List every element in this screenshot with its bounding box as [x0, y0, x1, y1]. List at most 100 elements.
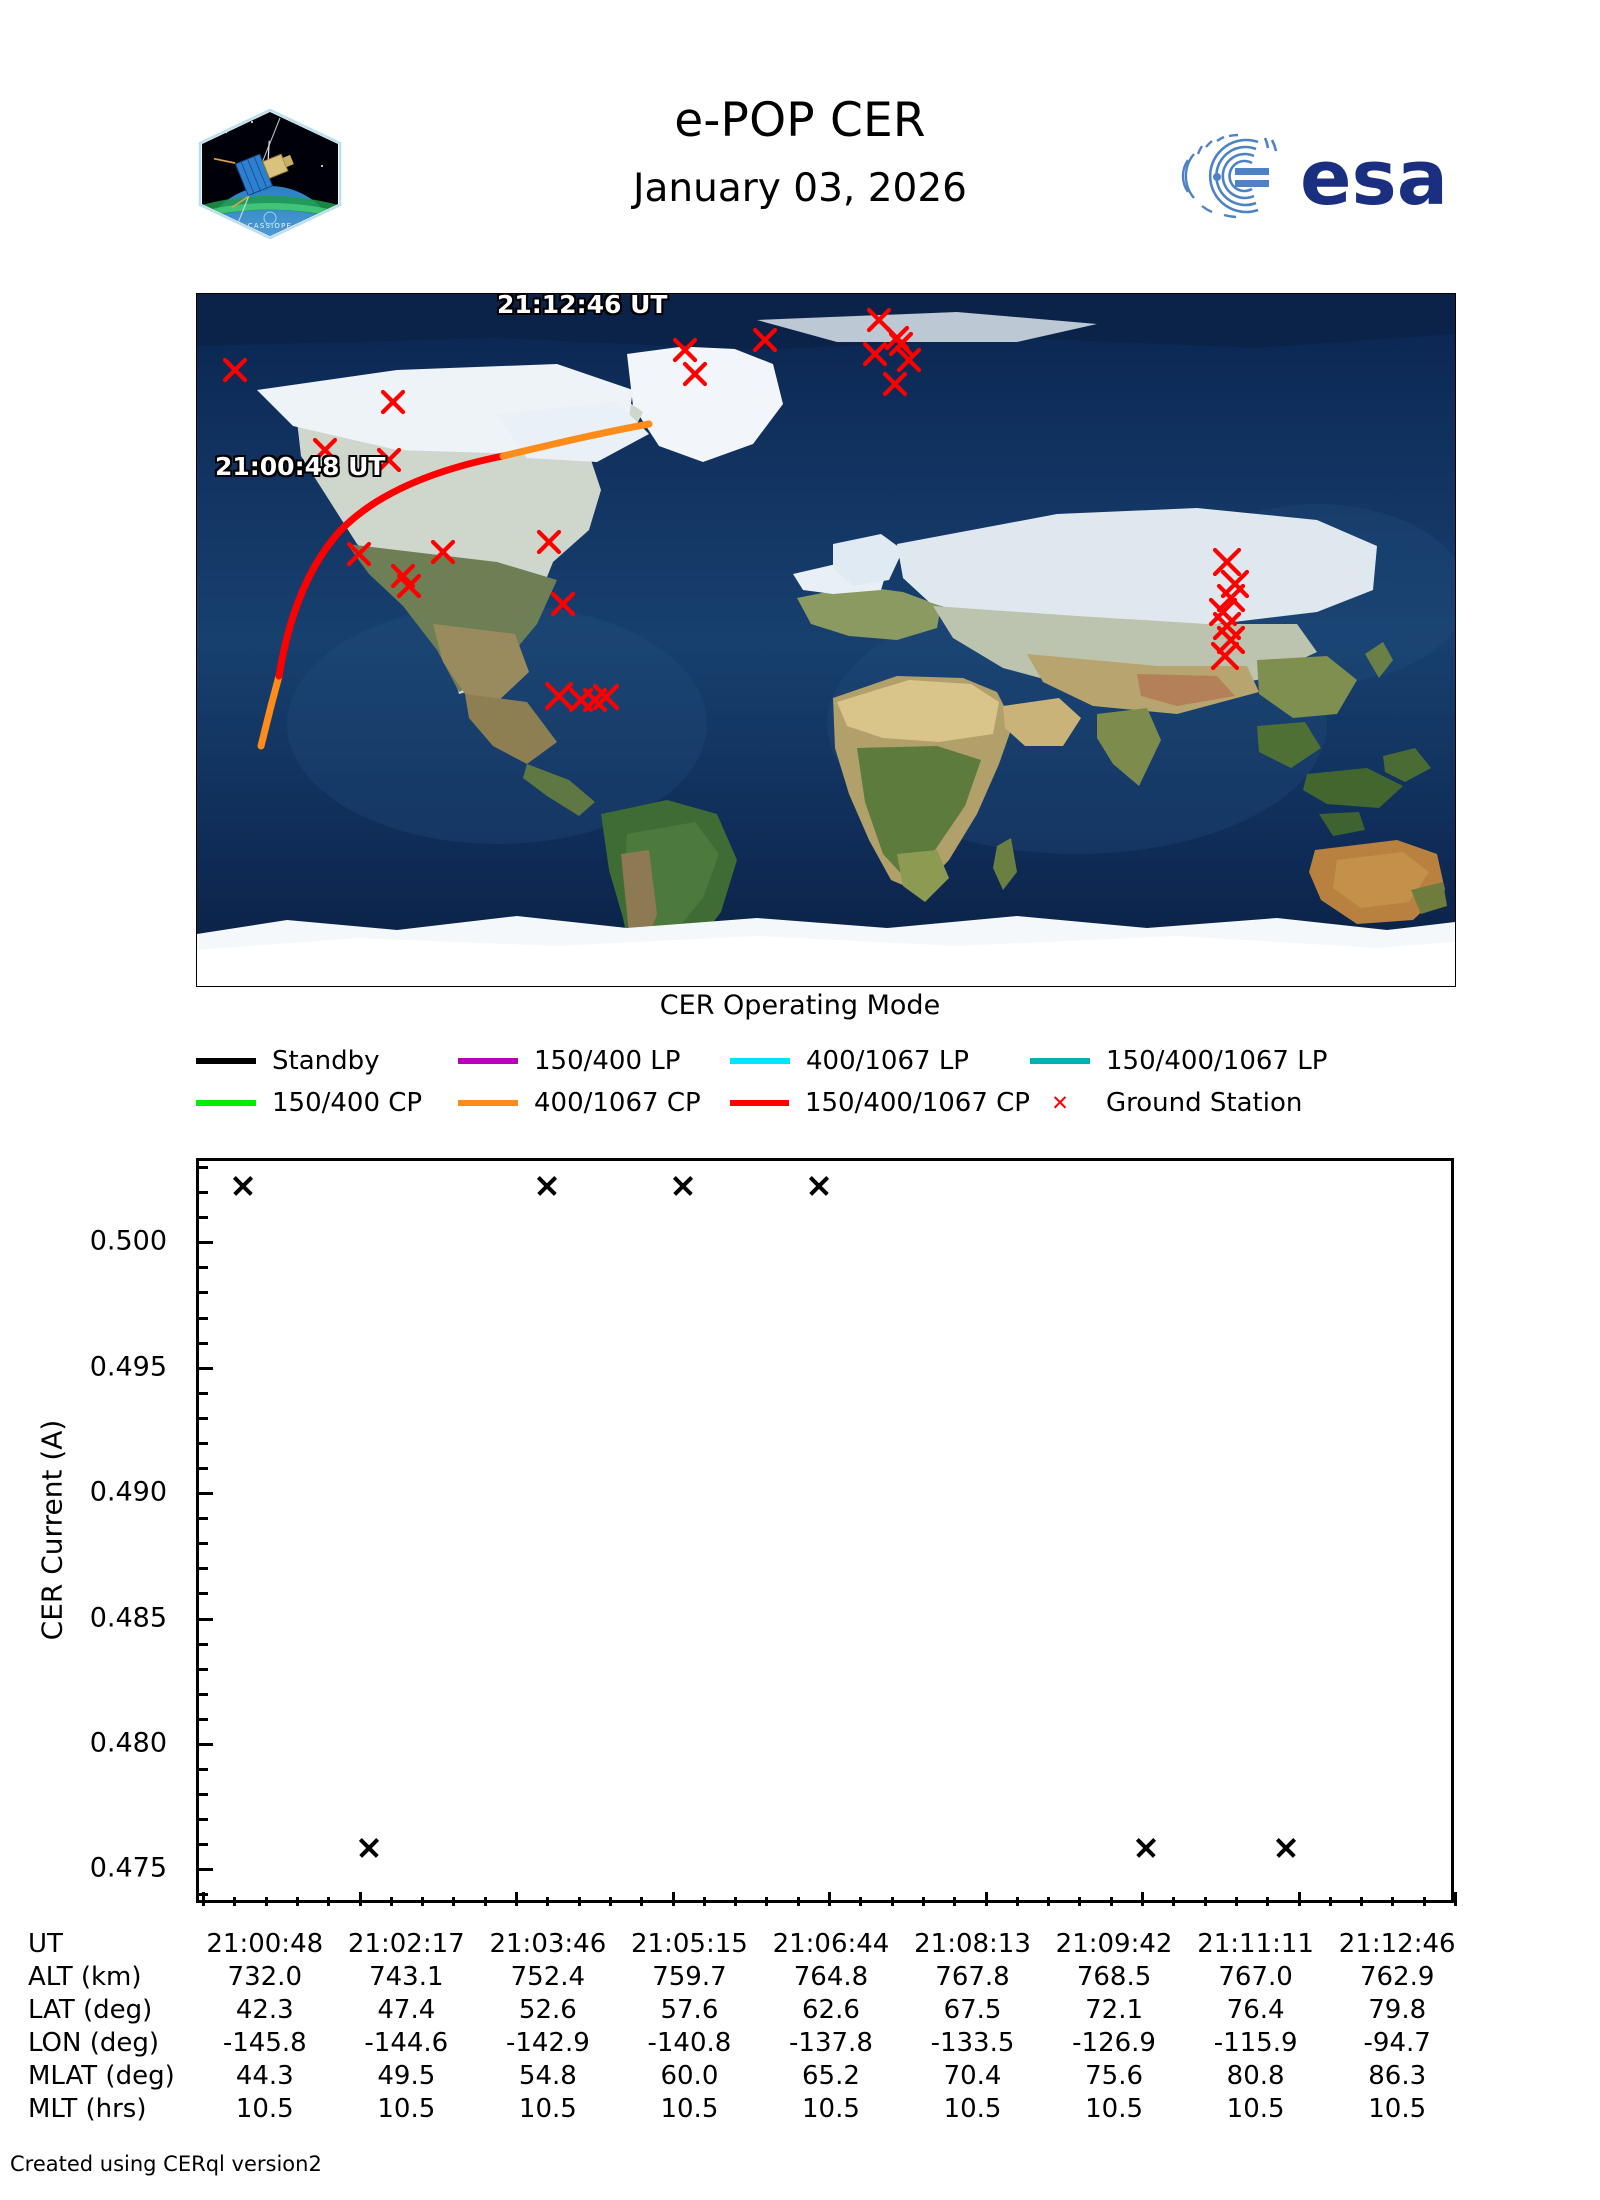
- footer-note: Created using CERql version2: [10, 2152, 322, 2176]
- x-tick-minor: [1015, 1897, 1019, 1906]
- y-axis-title: CER Current (A): [35, 1419, 69, 1641]
- x-tick-minor: [1360, 1897, 1364, 1906]
- x-tick-minor: [421, 1897, 425, 1906]
- table-cell: -144.6: [364, 2028, 449, 2058]
- page-title: e-POP CER: [674, 93, 926, 148]
- cer-current-plot: 0.475 0.480 0.485 0.490 0.495 0.500: [90, 1158, 1457, 1906]
- x-tick-minor: [953, 1897, 957, 1906]
- cassiope-mission-patch-icon: CASSIOPE: [196, 108, 344, 240]
- table-cell: -145.8: [222, 2028, 307, 2058]
- data-point-marker: [1134, 1836, 1158, 1860]
- y-tick-label: 0.475: [89, 1852, 167, 1884]
- table-cell: 21:03:46: [489, 1929, 607, 1959]
- table-cell: 21:05:15: [631, 1929, 748, 1959]
- table-cell: 10.5: [235, 2094, 294, 2124]
- x-tick-minor: [1391, 1897, 1395, 1906]
- y-tick: [199, 1617, 213, 1621]
- x-tick: [828, 1892, 831, 1906]
- x-tick-minor: [327, 1897, 331, 1906]
- legend-item-150-400-lp: 150/400 LP: [458, 1046, 730, 1076]
- legend-row-1: Standby 150/400 LP 400/1067 LP 150/400/1…: [196, 1040, 1456, 1082]
- legend-label-150-400-cp: 150/400 CP: [272, 1088, 423, 1118]
- table-cell: 44.3: [235, 2061, 294, 2091]
- title-block: e-POP CER January 03, 2026: [430, 96, 1170, 210]
- legend-item-150-400-1067-cp: 150/400/1067 CP: [730, 1088, 1030, 1118]
- table-cell: 10.5: [1085, 2094, 1143, 2124]
- y-tick: [199, 1366, 213, 1370]
- table-row-label: ALT (km): [28, 1962, 142, 1992]
- x-tick: [1297, 1892, 1301, 1906]
- y-tick: [199, 1742, 213, 1746]
- y-tick: [199, 1868, 213, 1872]
- data-point-marker: [671, 1174, 695, 1198]
- table-cell: 768.5: [1076, 1962, 1152, 1992]
- svg-text:CASSIOPE: CASSIOPE: [248, 222, 292, 230]
- table-cell: 70.4: [943, 2061, 1002, 2091]
- legend-title: CER Operating Mode: [659, 990, 941, 1021]
- x-tick-minor: [734, 1897, 738, 1906]
- y-tick: [199, 1567, 208, 1571]
- table-cell: -142.9: [505, 2028, 590, 2058]
- y-tick: [199, 1241, 213, 1245]
- x-tick-minor: [859, 1897, 863, 1906]
- x-tick-minor: [890, 1897, 894, 1906]
- y-tick: [199, 1517, 208, 1521]
- legend-swatch-150-400-cp: [196, 1100, 256, 1106]
- x-tick: [515, 1892, 518, 1906]
- legend-label-400-1067-lp: 400/1067 LP: [806, 1046, 969, 1076]
- table-cell: 21:02:17: [347, 1929, 465, 1959]
- table-cell: 79.8: [1368, 1995, 1427, 2025]
- data-point-marker: [807, 1174, 831, 1198]
- y-tick: [199, 1843, 208, 1847]
- legend-swatch-150-400-1067-lp: [1030, 1058, 1090, 1064]
- table-cell: -133.5: [930, 2028, 1015, 2058]
- table-cell: 759.7: [652, 1962, 727, 1992]
- legend-label-400-1067-cp: 400/1067 CP: [534, 1088, 701, 1118]
- table-row-label: MLT (hrs): [28, 2094, 147, 2124]
- table-cell: -137.8: [789, 2028, 873, 2058]
- table-cell: 10.5: [943, 2094, 1002, 2124]
- x-tick: [1141, 1892, 1144, 1906]
- table-cell: 10.5: [377, 2094, 436, 2124]
- table-cell: 10.5: [802, 2094, 860, 2124]
- y-tick: [199, 1467, 208, 1471]
- y-tick: [199, 1166, 208, 1170]
- legend-row-2: 150/400 CP 400/1067 CP 150/400/1067 CP ✕…: [196, 1082, 1456, 1124]
- y-tick: [199, 1191, 208, 1195]
- table-cell: 10.5: [660, 2094, 719, 2124]
- table-cell: 47.4: [377, 1995, 436, 2025]
- y-tick: [199, 1341, 208, 1345]
- table-cell: 21:08:13: [914, 1929, 1031, 1959]
- data-point-marker: [1274, 1836, 1298, 1860]
- page-date: January 03, 2026: [633, 166, 967, 212]
- table-row-label: UT: [28, 1929, 63, 1959]
- y-tick: [199, 1266, 208, 1270]
- table-row: MLT (hrs) 10.5 10.5 10.5 10.5 10.5 10.5 10.5 10.…: [28, 2093, 1468, 2126]
- y-tick: [199, 1441, 208, 1445]
- x-tick: [984, 1892, 988, 1906]
- x-tick-minor: [1234, 1897, 1238, 1906]
- y-tick: [199, 1316, 208, 1320]
- table-cell: -94.7: [1363, 2028, 1431, 2058]
- y-tick: [199, 1768, 208, 1772]
- legend-swatch-400-1067-lp: [730, 1058, 790, 1064]
- table-row: LAT (deg) 42.3 47.4 52.6 57.6 62.6 67.5 72.1 76.…: [28, 1994, 1468, 2027]
- x-tick-minor: [640, 1897, 644, 1906]
- ephemeris-table: UT 21:00:48 21:02:17 21:03:46 21:05:15 21:06:…: [28, 1928, 1468, 2126]
- table-cell: 10.5: [1368, 2094, 1427, 2124]
- y-tick-label: 0.495: [89, 1351, 167, 1383]
- legend-swatch-400-1067-cp: [458, 1100, 518, 1106]
- y-tick: [199, 1667, 208, 1671]
- legend-item-standby: Standby: [196, 1046, 458, 1076]
- orbit-start-time-label: 21:00:48 UT: [215, 452, 386, 481]
- y-tick-label: 0.490: [89, 1476, 167, 1508]
- x-tick-minor: [452, 1897, 456, 1906]
- table-cell: 49.5: [377, 2061, 436, 2091]
- table-cell: 767.0: [1218, 1962, 1293, 1992]
- esa-wordmark: esa: [1300, 133, 1448, 222]
- data-point-marker: [357, 1836, 381, 1860]
- table-cell: 60.0: [660, 2061, 719, 2091]
- table-cell: 743.1: [369, 1962, 444, 1992]
- legend-label-150-400-lp: 150/400 LP: [534, 1046, 681, 1076]
- table-cell: 752.4: [510, 1962, 586, 1992]
